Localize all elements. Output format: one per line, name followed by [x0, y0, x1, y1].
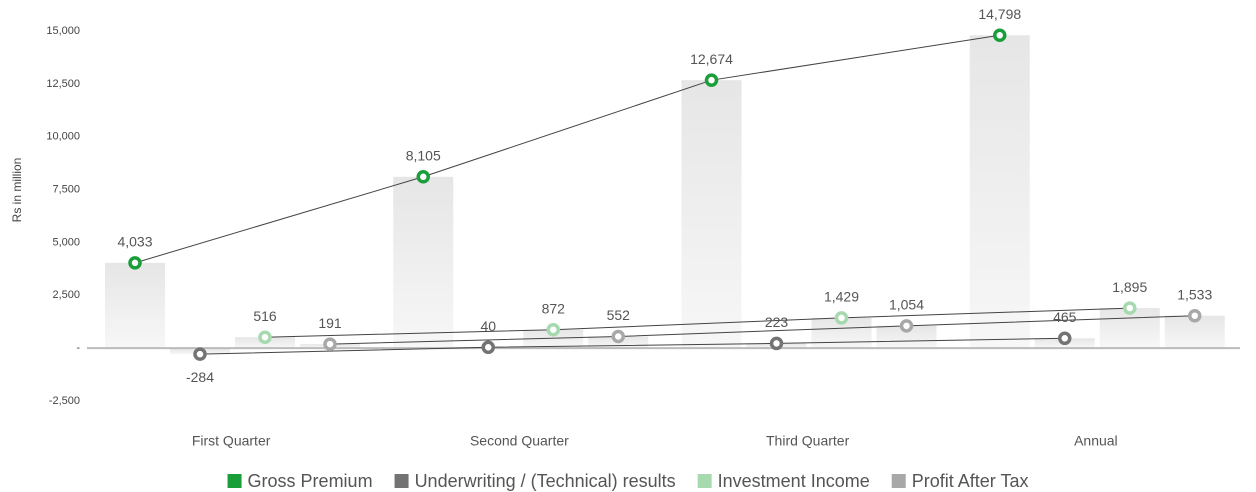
data-label: 4,033 — [117, 234, 152, 250]
y-axis-label: Rs in million — [10, 158, 24, 223]
data-label: 8,105 — [406, 147, 441, 163]
y-tick-label: 12,500 — [46, 78, 80, 90]
data-label: 516 — [253, 308, 277, 324]
data-label: 191 — [318, 315, 342, 331]
bar — [523, 329, 584, 349]
data-label: -284 — [186, 369, 214, 385]
bar — [393, 176, 454, 349]
y-tick-label: 7,500 — [52, 183, 80, 195]
y-tick-label: 5,000 — [52, 236, 80, 248]
series-line — [134, 34, 1000, 264]
marker — [193, 347, 207, 361]
legend-swatch — [394, 474, 409, 488]
data-label: 465 — [1053, 309, 1077, 325]
x-tick-label: Third Quarter — [766, 433, 850, 449]
legend-swatch — [891, 474, 906, 488]
legend-swatch — [227, 474, 242, 488]
y-tick-label: 15,000 — [46, 25, 80, 37]
marker — [704, 73, 719, 87]
marker — [899, 319, 914, 333]
legend-label: Investment Income — [718, 471, 870, 491]
legend-label: Profit After Tax — [912, 471, 1029, 491]
marker — [1188, 308, 1202, 323]
data-label: 223 — [765, 314, 789, 330]
bar — [681, 80, 742, 349]
data-label: 1,429 — [824, 289, 859, 305]
series-line — [264, 307, 1130, 338]
legend-label: Underwriting / (Technical) results — [415, 471, 676, 491]
data-label: 12,674 — [690, 51, 733, 67]
marker — [128, 256, 142, 270]
series-line — [199, 337, 1065, 355]
data-label: 1,895 — [1112, 279, 1147, 295]
marker — [258, 330, 272, 344]
marker — [546, 322, 560, 337]
data-label: 1,054 — [889, 297, 924, 313]
bar — [105, 262, 165, 349]
data-label: 1,533 — [1177, 286, 1212, 302]
data-label: 872 — [542, 300, 566, 316]
data-label: 552 — [607, 307, 631, 323]
data-label: 14,798 — [978, 6, 1021, 22]
y-tick-label: - — [76, 342, 80, 354]
legend-label: Gross Premium — [248, 471, 373, 491]
y-tick-label: -2,500 — [49, 395, 80, 407]
series-line — [329, 315, 1195, 345]
legend-swatch — [697, 474, 712, 488]
marker — [1058, 331, 1072, 346]
bar — [969, 35, 1030, 349]
bar — [876, 325, 937, 349]
x-tick-label: Second Quarter — [470, 433, 569, 449]
marker — [769, 336, 784, 351]
x-tick-label: Annual — [1074, 433, 1118, 449]
marker — [993, 28, 1007, 43]
data-label: 40 — [480, 318, 496, 334]
x-tick-label: First Quarter — [192, 433, 271, 449]
y-tick-label: 10,000 — [46, 131, 80, 143]
marker — [611, 329, 625, 344]
marker — [416, 170, 430, 184]
y-tick-label: 2,500 — [52, 289, 80, 301]
marker — [481, 340, 495, 355]
marker — [834, 311, 849, 325]
marker — [323, 337, 337, 351]
marker — [1123, 301, 1137, 315]
